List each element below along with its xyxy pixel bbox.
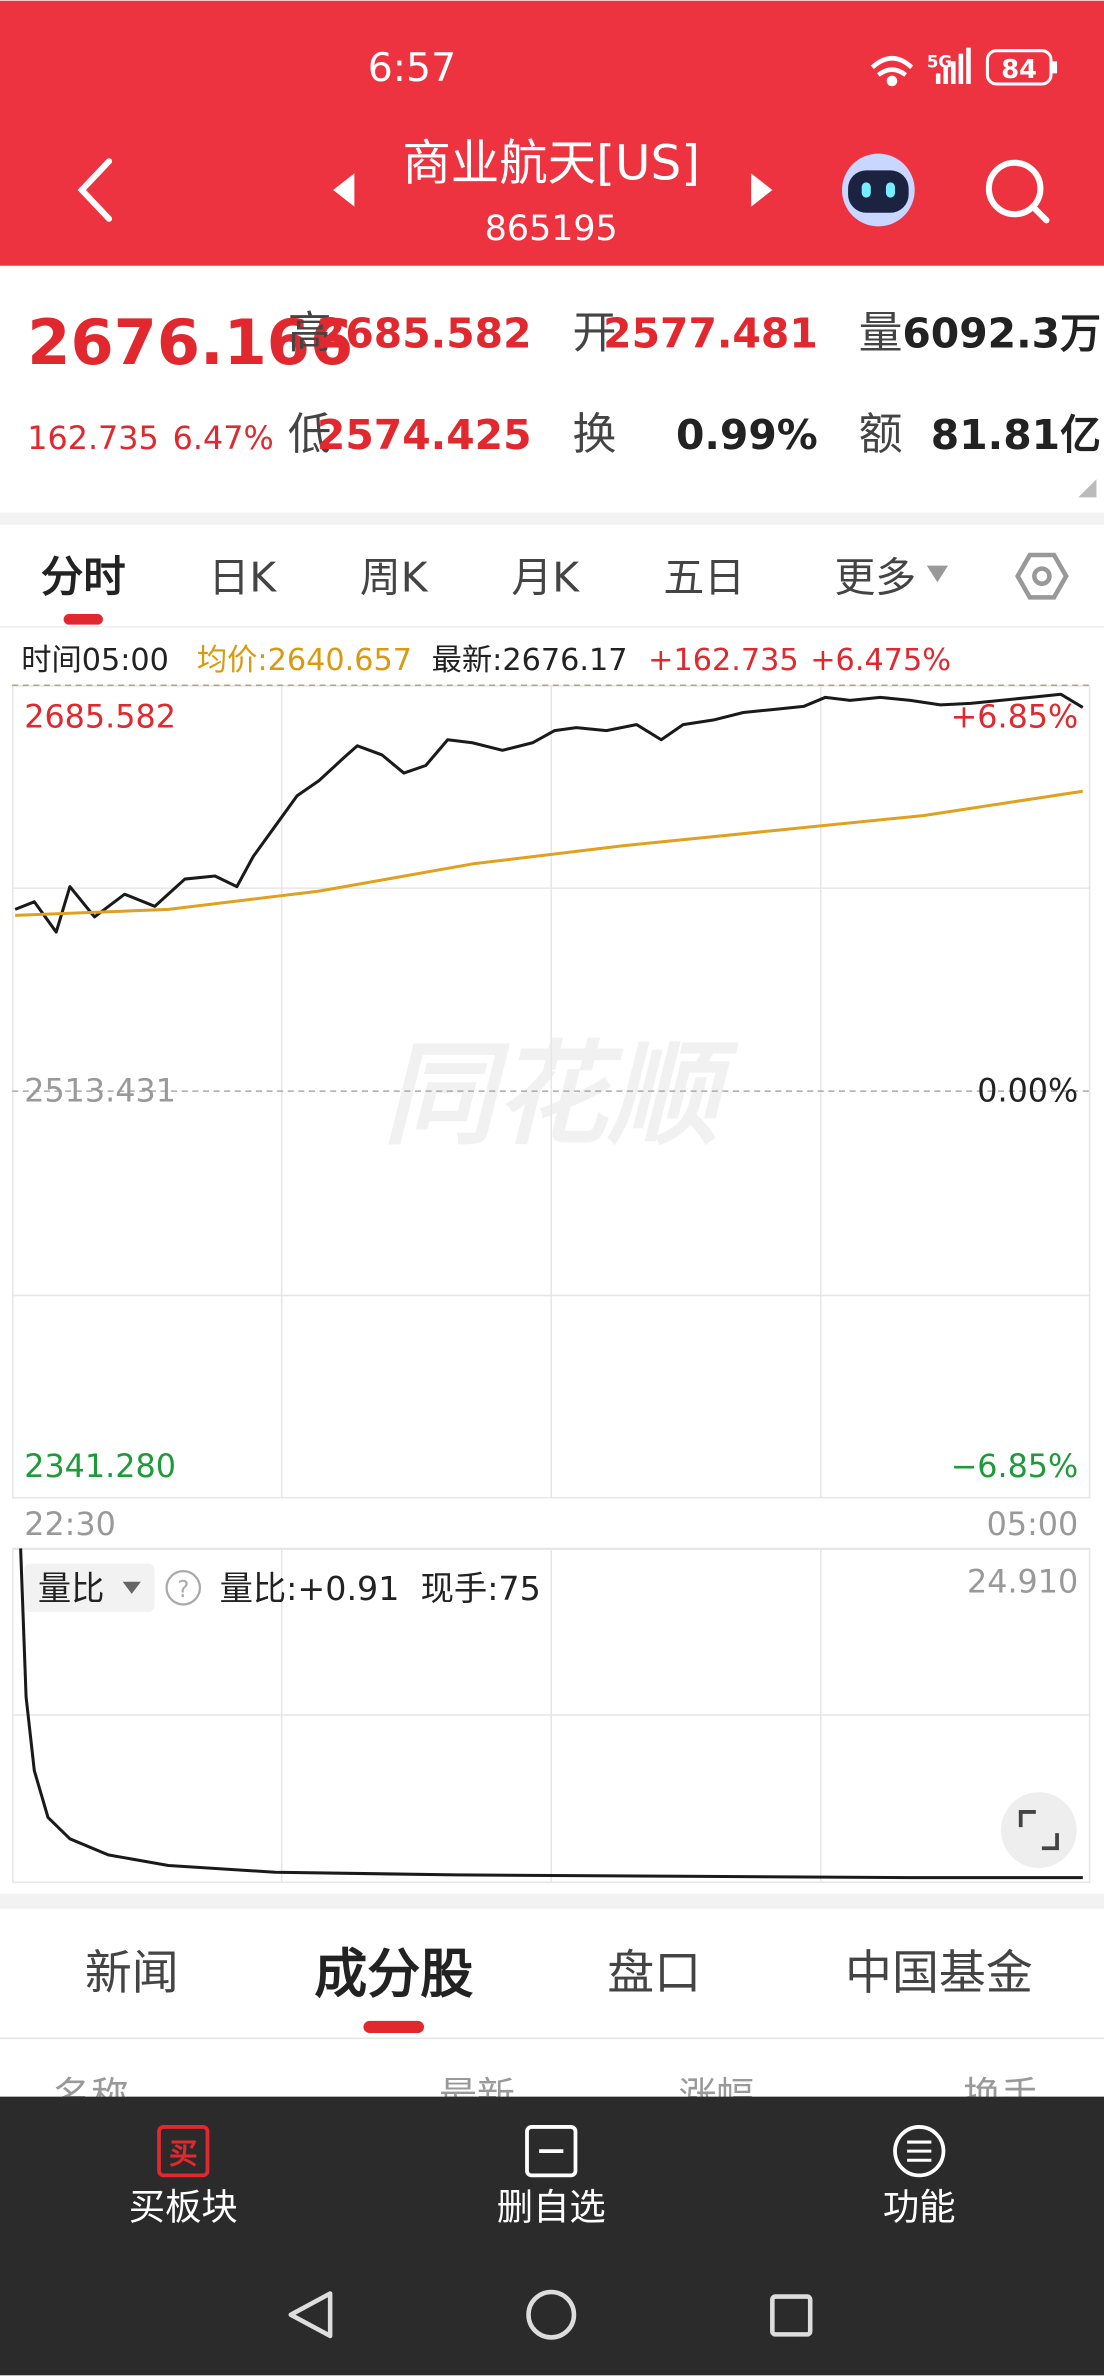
divider [0,626,1104,628]
buy-icon[interactable] [157,2125,210,2178]
section-tab-active[interactable]: 成分股 [314,1944,473,2005]
clock: 6:57 [368,45,456,91]
function-icon[interactable] [893,2125,946,2178]
search-button[interactable] [985,159,1050,224]
info-time: 时间05:00 [21,643,169,678]
back-button[interactable] [77,158,113,222]
y-tick-label: 2341.280 [24,1448,176,1485]
quote-label: 开 [572,308,616,359]
separator [0,1893,1104,1909]
price-change-pct: 6.47% [173,420,274,457]
info-avg: 均价:2640.657 [197,643,412,678]
quote-label: 量 [859,308,903,359]
selector-arrow [122,1581,141,1594]
fullscreen-button[interactable] [1001,1792,1077,1868]
series-line [19,1548,1083,1880]
quote-value: 0.99% [676,411,818,459]
divider [0,2037,1104,2040]
stock-code: 865195 [485,209,618,249]
function-label[interactable]: 功能 [883,2185,956,2228]
nav-back[interactable] [288,2291,333,2339]
prev-button[interactable] [333,173,355,207]
battery-tip [1052,61,1058,74]
battery-level: 84 [1001,55,1037,85]
info-latest: 最新:2676.17 [432,643,628,678]
tab[interactable]: 更多 [834,553,916,601]
tab[interactable]: 月K [511,553,580,601]
info-change: +162.735 [648,643,799,678]
tab[interactable]: 日K [208,553,277,601]
separator [0,512,1104,525]
page-title: 商业航天[US] [402,135,700,191]
quote-label: 低 [288,409,332,460]
help-mark[interactable]: ? [177,1577,189,1603]
volume-stats: 量比:+0.91 现手:75 [220,1569,541,1608]
x-tick-label: 05:00 [987,1506,1079,1543]
x-tick-label: 22:30 [24,1506,116,1543]
info-change-pct: +6.475% [810,643,951,678]
tab-underline [63,614,103,625]
help-icon[interactable] [165,1570,202,1606]
y-tick-label: 2513.431 [24,1073,176,1110]
series-line [14,692,1084,934]
price-change: 162.735 [27,420,159,457]
next-button[interactable] [751,173,773,207]
buy-icon-char[interactable]: 买 [169,2136,198,2170]
y-tick-label: 2685.582 [24,699,176,736]
wifi-icon [870,55,914,87]
network-type: 5G [927,52,952,71]
quote-value: 6092.3万 [902,310,1101,358]
last-price: 2676.166 [27,306,353,379]
nav-home[interactable] [526,2289,577,2340]
battery-icon [985,49,1053,86]
series-line [15,789,1084,917]
tab[interactable]: 周K [360,553,429,601]
remove-icon[interactable] [525,2125,578,2178]
tab[interactable]: 五日 [663,553,745,601]
function-icon-lines [907,2140,932,2162]
header-bg [0,0,1104,266]
quote-value: 81.81亿 [931,411,1101,459]
more-arrow [926,565,949,583]
quote-value: 2574.425 [317,411,532,459]
assistant-button[interactable] [842,153,915,227]
volume-grid [12,1548,1091,1882]
y2-tick-label: 0.00% [977,1073,1078,1110]
y-tick-label: 24.910 [967,1563,1078,1600]
section-tab[interactable]: 中国基金 [845,1946,1033,2001]
nav-recents[interactable] [770,2294,813,2337]
watermark: 同花顺 [383,1030,739,1160]
quote-label: 高 [288,308,332,359]
section-tab[interactable]: 盘口 [607,1946,701,2001]
quote-label: 额 [859,409,903,460]
quote-value: 2685.582 [317,310,532,358]
expand-corner[interactable] [1078,479,1097,498]
tab-active[interactable]: 分时 [41,552,126,601]
ratio-selector-label[interactable]: 量比 [38,1569,105,1608]
quote-label: 换 [572,409,616,460]
signal-icon [935,47,971,84]
remove-label[interactable]: 删自选 [497,2185,606,2228]
section-tab[interactable]: 新闻 [85,1946,179,2001]
quote-value: 2577.481 [603,310,818,358]
section-underline [363,2020,425,2034]
y2-tick-label: −6.85% [951,1448,1079,1485]
ratio-selector[interactable] [24,1563,155,1613]
grid [12,685,1091,1497]
buy-label[interactable]: 买板块 [129,2185,238,2228]
settings-button[interactable] [1015,552,1069,600]
